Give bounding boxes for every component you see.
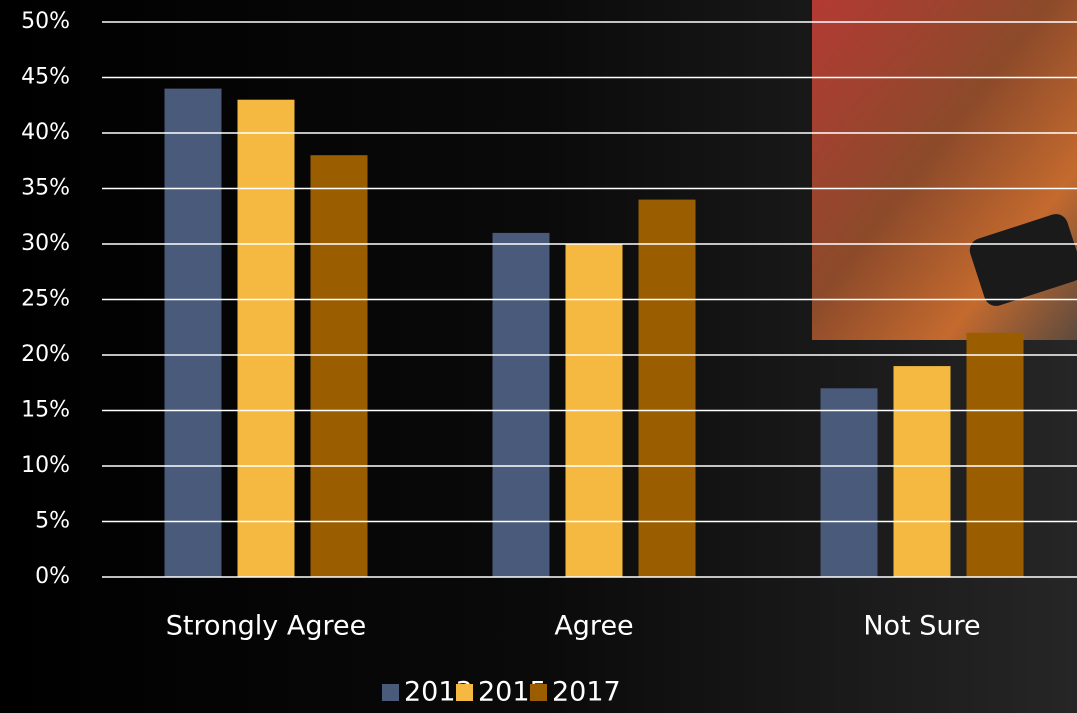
bar	[492, 232, 550, 577]
y-tick-label: 50%	[21, 9, 70, 34]
legend-swatch	[530, 684, 547, 701]
bar	[164, 88, 222, 577]
y-tick-label: 45%	[21, 65, 70, 90]
y-tick-label: 25%	[21, 287, 70, 312]
y-tick-label: 35%	[21, 176, 70, 201]
y-tick-label: 0%	[35, 564, 70, 589]
phone-in-photo	[969, 214, 1077, 306]
y-tick-label: 15%	[21, 398, 70, 423]
y-tick-label: 10%	[21, 453, 70, 478]
x-tick-label: Strongly Agree	[166, 611, 366, 642]
bar	[966, 332, 1024, 577]
y-tick-label: 40%	[21, 120, 70, 145]
bar	[893, 366, 951, 577]
legend-label: 2017	[552, 677, 621, 708]
legend-swatch	[456, 684, 473, 701]
plot: Strongly Agree Agree Not Sure 0% 5% 10% 15% 20%…	[21, 9, 1077, 708]
bar	[638, 199, 696, 577]
legend-swatch	[382, 684, 399, 701]
y-tick-label: 20%	[21, 342, 70, 367]
bar	[820, 388, 878, 577]
x-tick-label: Not Sure	[863, 611, 980, 642]
y-tick-label: 30%	[21, 231, 70, 256]
x-tick-label: Agree	[554, 611, 633, 642]
bar	[237, 99, 295, 577]
y-tick-label: 5%	[35, 509, 70, 534]
bar	[310, 155, 368, 577]
